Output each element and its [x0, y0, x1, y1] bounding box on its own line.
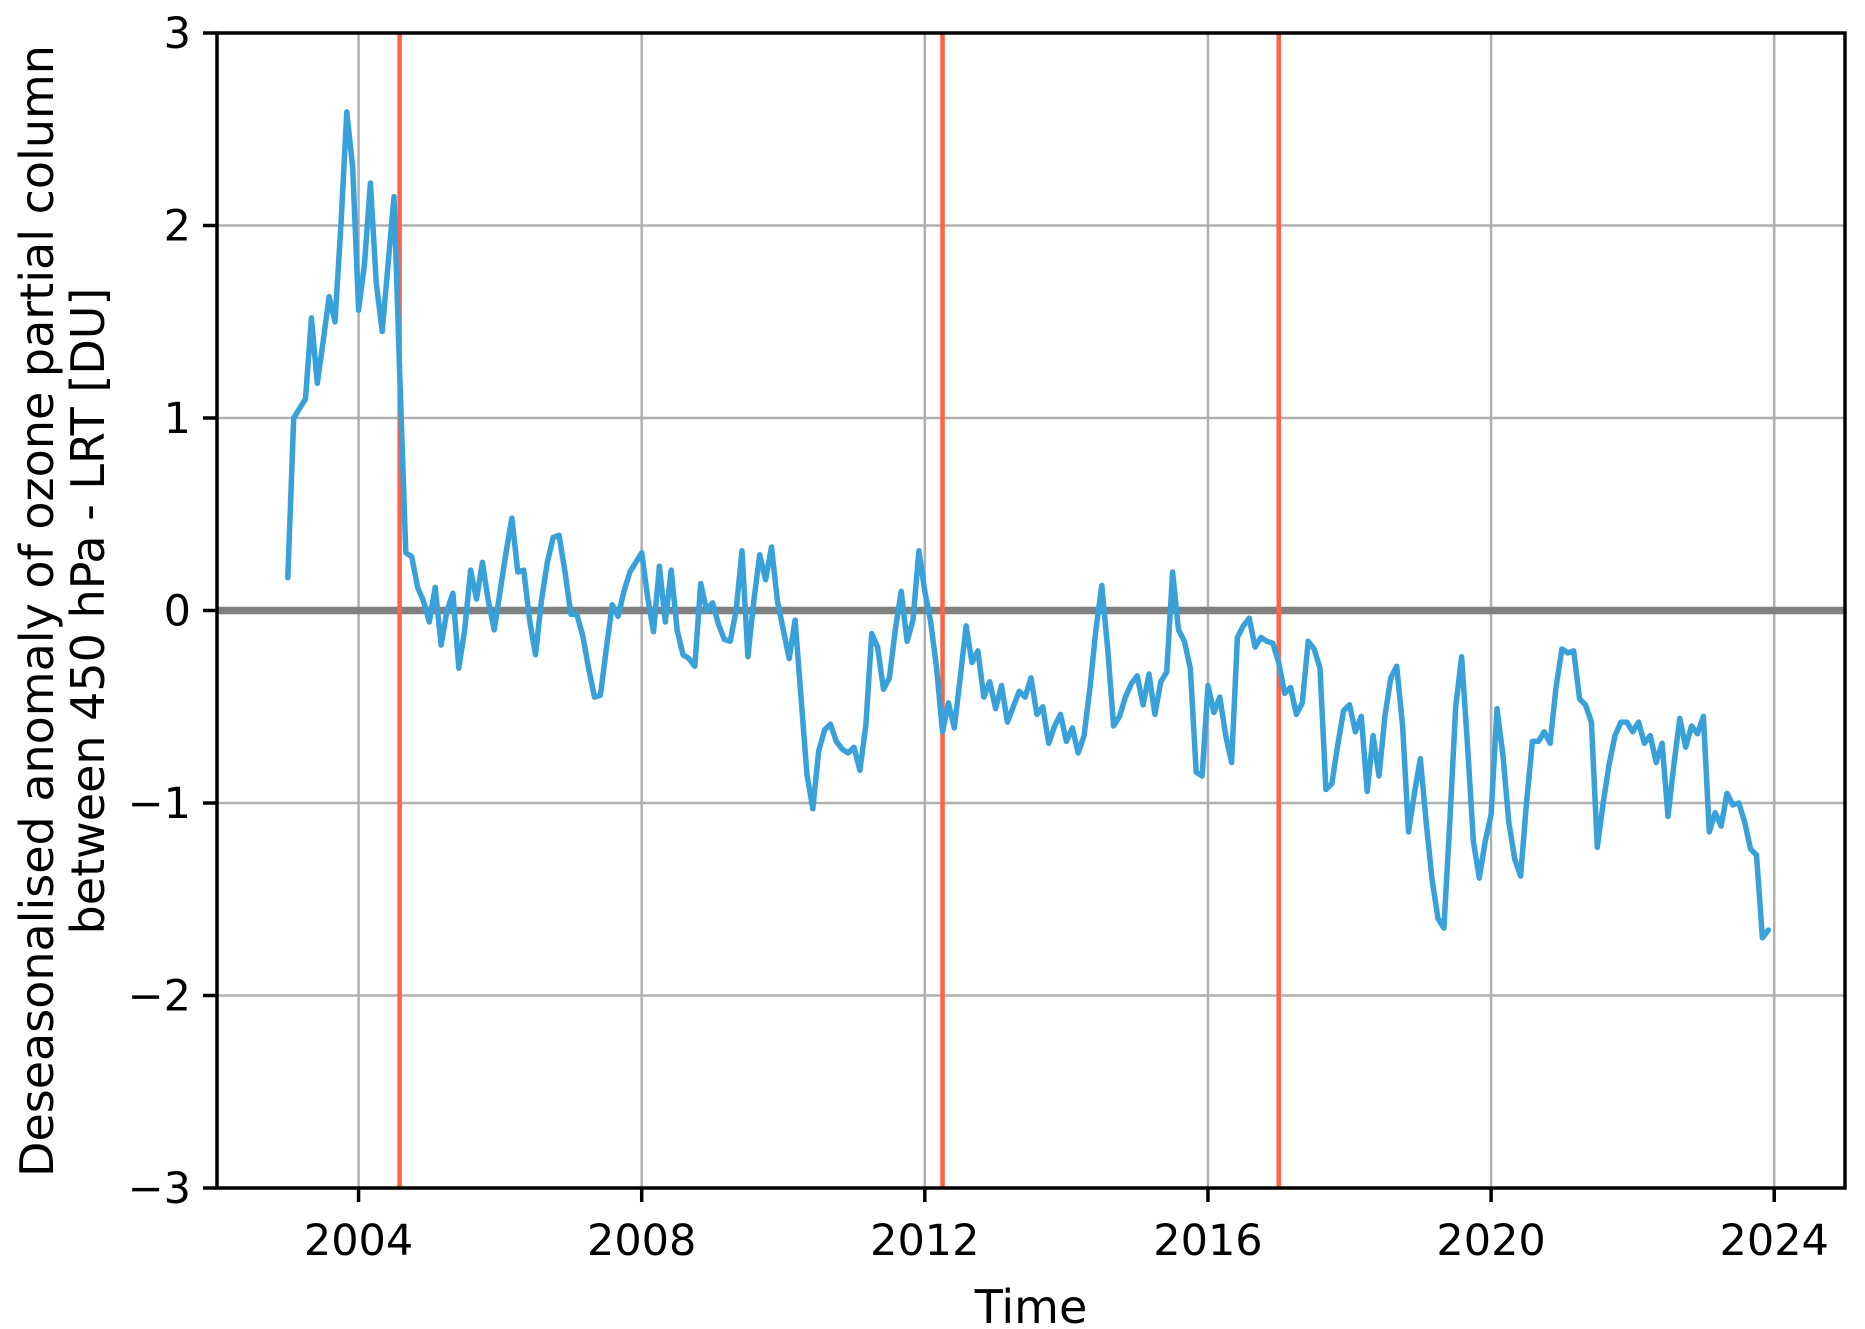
- y-tick-label: 3: [164, 9, 191, 59]
- data-series-line: [285, 109, 1772, 941]
- x-tick-label: 2012: [870, 1216, 979, 1266]
- x-tick-label: 2020: [1436, 1216, 1545, 1266]
- x-tick-label: 2008: [587, 1216, 696, 1266]
- y-tick-label: 1: [164, 394, 191, 444]
- y-tick-label: −2: [128, 972, 191, 1022]
- y-tick-label: 0: [164, 587, 191, 637]
- y-axis-title-line2: between 450 hPa - LRT [DU]: [61, 287, 115, 935]
- y-tick-label: −3: [128, 1164, 191, 1214]
- x-tick-label: 2004: [304, 1216, 413, 1266]
- y-tick-label: −1: [128, 779, 191, 829]
- x-tick-label: 2024: [1719, 1216, 1828, 1266]
- x-tick-label: 2016: [1153, 1216, 1262, 1266]
- y-axis-title-line1: Deseasonalised anomaly of ozone partial …: [10, 45, 64, 1177]
- x-axis-title: Time: [974, 1280, 1088, 1329]
- y-tick-label: 2: [164, 202, 191, 252]
